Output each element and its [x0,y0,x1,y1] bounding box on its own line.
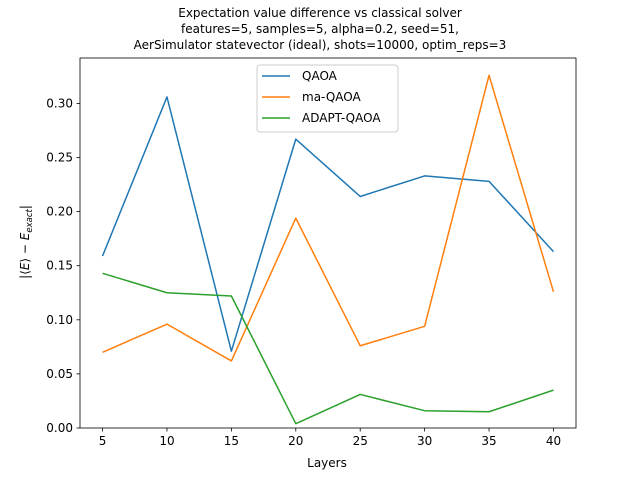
x-tick-label: 20 [288,434,303,448]
legend-label-1: ma-QAOA [302,90,361,104]
legend: QAOA ma-QAOA ADAPT-QAOA [256,64,399,133]
y-tick-label: 0.10 [46,313,73,327]
series-line-1 [102,74,555,362]
series-line-2 [102,272,554,425]
x-tick-label: 30 [417,434,432,448]
chart-title-line-1: Expectation value difference vs classica… [178,6,462,20]
legend-box [256,64,399,133]
y-label-e-exact: E [18,232,32,240]
legend-label-2: ADAPT-QAOA [302,111,381,125]
x-tick-label: 15 [224,434,239,448]
y-axis-ticks: 0.00 0.05 0.10 0.15 0.20 0.25 0.30 [46,96,80,435]
y-tick-label: 0.05 [46,367,73,381]
y-tick-label: 0.30 [46,96,73,110]
x-tick-label: 25 [353,434,368,448]
chart-title-line-2: features=5, samples=5, alpha=0.2, seed=5… [181,22,459,36]
y-tick-label: 0.00 [46,421,73,435]
legend-label-0: QAOA [302,69,338,83]
x-axis-label: Layers [307,456,347,470]
x-tick-label: 10 [159,434,174,448]
y-tick-label: 0.25 [46,151,73,165]
x-tick-label: 40 [546,434,561,448]
y-label-close: ⟩ − [18,240,32,262]
y-label-end: | [18,205,32,209]
y-tick-label: 0.20 [46,205,73,219]
x-tick-label: 5 [99,434,107,448]
y-label-open: |⟨ [18,270,32,279]
y-tick-label: 0.15 [46,259,73,273]
y-label-e: E [18,262,32,270]
series-line-0 [101,96,555,352]
y-label-subscript: exact [25,208,35,232]
plot-frame [79,57,577,429]
x-tick-label: 35 [481,434,496,448]
chart-title-line-3: AerSimulator statevector (ideal), shots=… [134,38,507,52]
x-axis-ticks: 5 10 15 20 25 30 35 40 [99,428,561,448]
chart-title: Expectation value difference vs classica… [134,6,507,52]
y-axis-label: |⟨E⟩ − Eexact| [18,205,35,279]
series-layer [101,74,555,425]
